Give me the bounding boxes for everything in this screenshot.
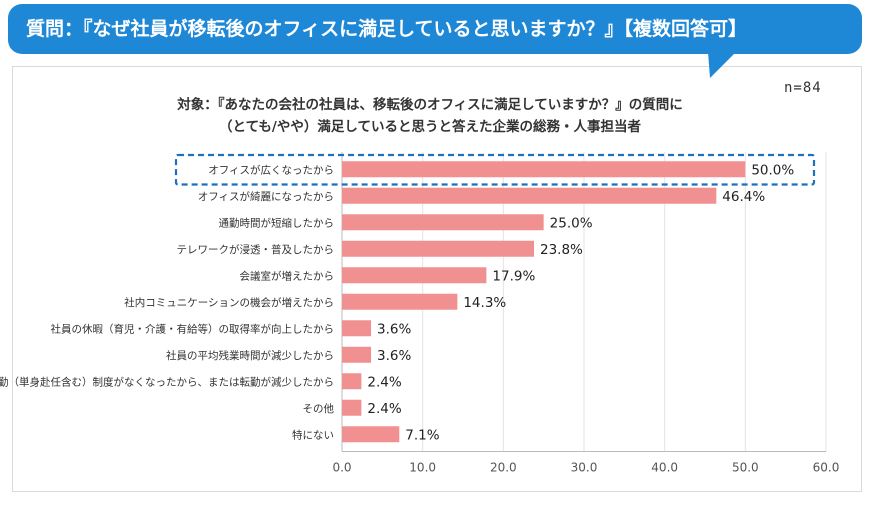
value-label: 3.6%: [377, 321, 411, 337]
category-label: その他: [303, 402, 335, 415]
value-label: 25.0%: [550, 215, 593, 231]
value-label: 2.4%: [367, 374, 401, 390]
x-tick-label: 60.0: [813, 461, 840, 475]
bars: [342, 161, 746, 443]
category-label: オフィスが広くなったから: [208, 163, 334, 176]
x-tick-label: 0.0: [332, 461, 351, 475]
value-label: 7.1%: [405, 427, 439, 443]
x-tick-label: 50.0: [732, 461, 759, 475]
category-label: オフィスが綺麗になったから: [198, 190, 334, 203]
value-label: 14.3%: [463, 295, 506, 311]
highlight-rect: [174, 153, 816, 186]
x-tick-label: 40.0: [651, 461, 678, 475]
value-label: 3.6%: [377, 348, 411, 364]
category-label: 特にない: [292, 429, 334, 441]
category-label: テレワークが浸透・普及したから: [177, 243, 335, 256]
value-label: 2.4%: [367, 401, 401, 417]
bar: [342, 426, 400, 443]
x-tick-label: 30.0: [571, 461, 598, 475]
value-labels: 50.0% 46.4% 25.0% 23.8% 17.9% 14.3% 3.6% 3.6% 2.…: [367, 162, 794, 443]
category-labels: オフィスが広くなったからオフィスが綺麗になったから通勤時間が短縮したからテレワー…: [0, 163, 334, 441]
category-label: 通勤時間が短縮したから: [219, 216, 335, 229]
x-axis-ticks: 0.0 10.0 20.0 30.0 40.0 50.0 60.0: [332, 461, 839, 475]
sample-size: n=84: [784, 80, 822, 96]
value-label: 23.8%: [540, 242, 583, 258]
value-label: 50.0%: [751, 162, 794, 178]
value-label: 17.9%: [492, 268, 535, 284]
value-label: 46.4%: [722, 189, 765, 205]
bar: [342, 214, 544, 231]
bar: [342, 267, 487, 284]
bar: [342, 240, 534, 257]
question-banner: 質問：『なぜ社員が移転後のオフィスに満足していると思いますか？』【複数回答可】: [8, 4, 862, 80]
x-tick-label: 10.0: [409, 461, 436, 475]
question-text: 質問：『なぜ社員が移転後のオフィスに満足していると思いますか？』【複数回答可】: [8, 4, 862, 54]
chart-subtitle: 対象：『あなたの会社の社員は、移転後のオフィスに満足していますか？』の質問に （…: [60, 94, 800, 138]
bar: [342, 373, 362, 390]
speech-tail-icon: [708, 52, 736, 78]
highlight-box: [174, 153, 816, 186]
subtitle-line-2: （とても/やや）満足していると思うと答えた企業の総務・人事担当者: [219, 119, 641, 135]
category-label: 会議室が増えたから: [240, 269, 335, 282]
subtitle-line-1: 対象：『あなたの会社の社員は、移転後のオフィスに満足していますか？』の質問に: [177, 97, 683, 113]
category-label: 社員の休暇（育児・介護・有給等）の取得率が向上したから: [51, 322, 335, 335]
bar: [342, 293, 458, 310]
category-label: 社内コミュニケーションの機会が増えたから: [124, 296, 334, 309]
x-tick-label: 20.0: [490, 461, 517, 475]
bar: [342, 320, 372, 337]
bar: [342, 187, 717, 204]
category-label: 社員の平均残業時間が減少したから: [166, 349, 334, 362]
bar: [342, 346, 372, 363]
bar: [342, 161, 746, 178]
category-label: 転勤（単身赴任含む）制度がなくなったから、または転勤が減少したから: [0, 375, 334, 388]
bar: [342, 399, 362, 416]
